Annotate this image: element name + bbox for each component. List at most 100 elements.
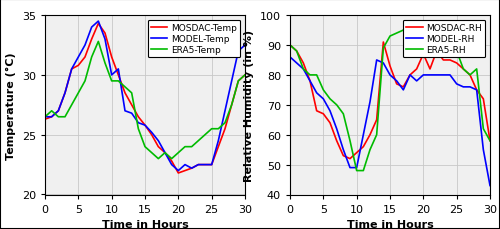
MOSDAC-RH [294, 50, 300, 53]
MODEL-RH [300, 68, 306, 71]
ERA5-Temp [62, 116, 68, 119]
MODEL-Temp [76, 56, 82, 59]
MOSDAC-RH [327, 122, 333, 125]
MOSDAC-Temp [96, 23, 102, 26]
MOSDAC-Temp [222, 128, 228, 131]
ERA5-RH [454, 50, 460, 53]
MODEL-Temp [182, 164, 188, 166]
ERA5-RH [434, 33, 440, 35]
ERA5-RH [427, 30, 433, 32]
MODEL-Temp [142, 124, 148, 127]
ERA5-Temp [116, 80, 121, 83]
ERA5-RH [287, 44, 293, 47]
ERA5-RH [320, 89, 326, 92]
ERA5-RH [374, 134, 380, 136]
MOSDAC-RH [307, 80, 313, 83]
ERA5-RH [480, 128, 486, 131]
ERA5-Temp [88, 56, 94, 59]
MOSDAC-RH [314, 110, 320, 113]
MOSDAC-RH [360, 146, 366, 148]
MOSDAC-Temp [176, 172, 182, 174]
ERA5-RH [294, 50, 300, 53]
ERA5-RH [474, 68, 480, 71]
ERA5-Temp [182, 146, 188, 148]
MODEL-Temp [228, 80, 234, 83]
MODEL-RH [327, 110, 333, 113]
MOSDAC-RH [427, 68, 433, 71]
ERA5-Temp [236, 80, 242, 83]
MODEL-RH [394, 80, 400, 83]
ERA5-Temp [128, 92, 134, 95]
MODEL-RH [387, 74, 393, 77]
MOSDAC-Temp [108, 56, 114, 59]
ERA5-RH [394, 33, 400, 35]
MOSDAC-RH [367, 134, 373, 136]
MOSDAC-RH [414, 68, 420, 71]
ERA5-Temp [96, 41, 102, 44]
MOSDAC-Temp [216, 146, 222, 148]
Y-axis label: Relative Humidity (in %): Relative Humidity (in %) [244, 30, 254, 181]
MODEL-RH [400, 89, 406, 92]
MODEL-Temp [108, 74, 114, 77]
ERA5-RH [347, 140, 353, 142]
ERA5-RH [340, 113, 346, 116]
MODEL-RH [407, 74, 413, 77]
MODEL-Temp [236, 50, 242, 53]
Line: MODEL-Temp: MODEL-Temp [45, 22, 245, 171]
ERA5-Temp [176, 152, 182, 154]
Y-axis label: Temperature (°C): Temperature (°C) [6, 52, 16, 159]
MODEL-Temp [96, 21, 102, 23]
MODEL-Temp [196, 164, 202, 166]
MODEL-RH [294, 62, 300, 65]
ERA5-Temp [208, 128, 214, 131]
Text: (b): (b) [410, 21, 434, 36]
MOSDAC-Temp [128, 104, 134, 107]
MODEL-Temp [168, 164, 174, 166]
MODEL-Temp [242, 44, 248, 47]
MOSDAC-Temp [156, 146, 162, 148]
MOSDAC-Temp [62, 92, 68, 95]
ERA5-RH [447, 35, 453, 38]
ERA5-Temp [168, 158, 174, 160]
MOSDAC-Temp [168, 160, 174, 163]
MODEL-RH [460, 86, 466, 89]
MODEL-RH [367, 101, 373, 104]
MOSDAC-Temp [142, 124, 148, 127]
X-axis label: Time in Hours: Time in Hours [102, 219, 188, 229]
ERA5-RH [387, 35, 393, 38]
MOSDAC-RH [287, 44, 293, 47]
MOSDAC-Temp [68, 68, 74, 71]
ERA5-Temp [136, 128, 141, 131]
MOSDAC-RH [320, 113, 326, 116]
MODEL-RH [474, 89, 480, 92]
MOSDAC-Temp [188, 167, 194, 170]
ERA5-Temp [76, 92, 82, 95]
MODEL-RH [374, 59, 380, 62]
MODEL-Temp [188, 167, 194, 170]
MOSDAC-RH [474, 89, 480, 92]
MODEL-RH [360, 134, 366, 136]
ERA5-RH [367, 149, 373, 151]
ERA5-Temp [102, 62, 108, 65]
MODEL-Temp [136, 122, 141, 125]
MOSDAC-RH [447, 59, 453, 62]
MODEL-Temp [122, 110, 128, 113]
MOSDAC-Temp [242, 74, 248, 77]
MOSDAC-RH [480, 98, 486, 101]
MOSDAC-RH [300, 62, 306, 65]
MODEL-Temp [216, 140, 222, 142]
ERA5-Temp [68, 104, 74, 107]
MOSDAC-RH [374, 119, 380, 122]
MODEL-RH [447, 74, 453, 77]
ERA5-Temp [156, 158, 162, 160]
MODEL-RH [354, 166, 360, 169]
X-axis label: Time in Hours: Time in Hours [346, 219, 434, 229]
MODEL-RH [434, 74, 440, 77]
ERA5-Temp [222, 122, 228, 125]
MODEL-Temp [48, 116, 54, 119]
MODEL-Temp [68, 68, 74, 71]
ERA5-Temp [216, 128, 222, 131]
Line: MODEL-RH: MODEL-RH [290, 58, 490, 186]
Legend: MOSDAC-RH, MODEL-RH, ERA5-RH: MOSDAC-RH, MODEL-RH, ERA5-RH [402, 21, 485, 58]
Line: MOSDAC-RH: MOSDAC-RH [290, 43, 490, 159]
